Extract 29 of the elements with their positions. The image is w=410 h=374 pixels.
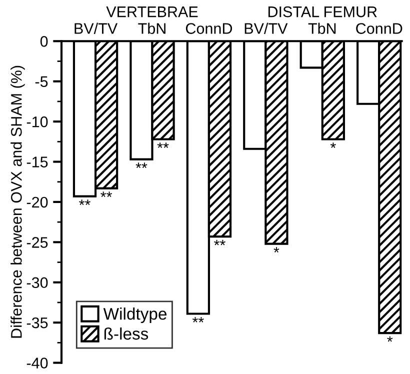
y-tick-label: -25	[26, 237, 48, 248]
text: DISTAL FEMUR	[268, 6, 377, 18]
legend-label: Wildtype	[103, 308, 166, 324]
y-axis-title: Difference between OVX and SHAM (%)	[10, 66, 25, 338]
x-tick-label: TbN	[308, 22, 336, 34]
y-tick-label: -15	[26, 156, 48, 168]
data-label: **	[192, 317, 204, 322]
y-tick-label: -40	[26, 358, 48, 368]
x-tick-label: ConnD	[356, 23, 402, 34]
text: VERTEBRAE	[106, 6, 198, 18]
y-tick-label: -20	[26, 196, 48, 208]
x-tick-label: BV/TV	[74, 22, 118, 34]
y-tick-label: -30	[26, 277, 48, 288]
y-tick-label: 0	[40, 36, 48, 47]
data-label: *	[274, 247, 280, 252]
x-tick-label: ConnD	[186, 23, 232, 34]
data-label: **	[100, 192, 112, 197]
data-label: **	[214, 240, 226, 246]
legend-label: ß-less	[104, 327, 148, 340]
x-tick-label: BV/TV	[244, 22, 288, 34]
data-label: **	[136, 162, 148, 168]
data-label: *	[387, 336, 393, 342]
y-tick-label: -5	[35, 76, 48, 88]
y-tick-label: -35	[26, 317, 48, 328]
x-tick-label: TbN	[138, 22, 166, 34]
data-label: *	[330, 142, 336, 148]
data-label: **	[157, 142, 169, 148]
data-label: **	[79, 200, 90, 206]
y-tick-label: -10	[26, 116, 48, 128]
